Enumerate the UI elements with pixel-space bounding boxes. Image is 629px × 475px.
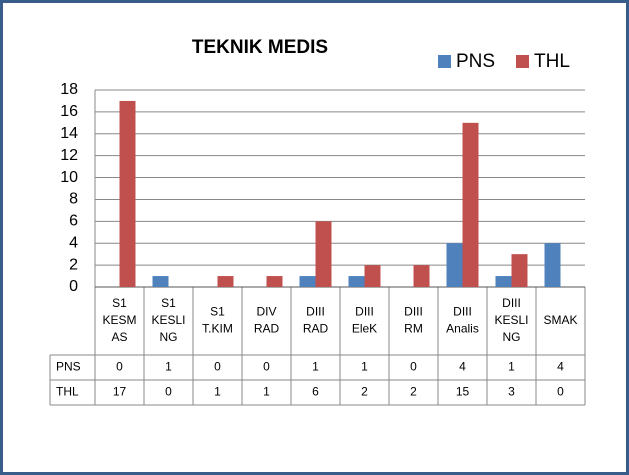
y-tick-label: 4 — [69, 234, 78, 251]
x-tick-label: KESLI — [494, 313, 528, 327]
x-tick-label: RAD — [303, 322, 329, 336]
bar — [413, 265, 430, 287]
bar — [544, 243, 561, 287]
table-cell: 0 — [410, 360, 417, 374]
table-cell: 0 — [263, 360, 270, 374]
bar — [217, 276, 234, 287]
x-tick-label: DIII — [404, 305, 423, 319]
bar — [364, 265, 381, 287]
x-tick-label: KESLI — [151, 313, 185, 327]
x-tick-label: SMAK — [543, 313, 577, 327]
table-cell: 2 — [410, 385, 417, 399]
x-tick-label: NG — [160, 330, 178, 344]
bar — [266, 276, 283, 287]
legend-label: THL — [534, 51, 570, 72]
x-tick-label: DIII — [502, 296, 521, 310]
table-cell: 1 — [508, 360, 515, 374]
table-cell: 0 — [214, 360, 221, 374]
x-tick-label: RAD — [254, 322, 280, 336]
chart-title: TEKNIK MEDIS — [192, 37, 328, 58]
table-cell: 1 — [214, 385, 221, 399]
x-tick-label: Analis — [446, 322, 479, 336]
x-tick-label: DIII — [355, 305, 374, 319]
y-tick-label: 14 — [60, 125, 78, 142]
x-tick-label: EleK — [352, 322, 377, 336]
bar — [348, 276, 365, 287]
table-cell: 1 — [263, 385, 270, 399]
x-tick-label: RM — [404, 322, 423, 336]
table-cell: 4 — [459, 360, 466, 374]
table-cell: 0 — [165, 385, 172, 399]
table-cell: 15 — [456, 385, 470, 399]
bar — [299, 276, 316, 287]
x-tick-label: NG — [503, 330, 521, 344]
x-tick-label: KESM — [102, 313, 136, 327]
table-cell: 3 — [508, 385, 515, 399]
table-cell: 6 — [312, 385, 319, 399]
table-cell: 0 — [557, 385, 564, 399]
bar — [462, 122, 479, 287]
bar — [152, 276, 169, 287]
x-tick-label: S1 — [112, 296, 127, 310]
table-cell: 1 — [165, 360, 172, 374]
y-tick-label: 18 — [60, 81, 78, 98]
x-tick-label: DIV — [256, 305, 276, 319]
bar — [119, 100, 136, 287]
x-tick-label: AS — [111, 330, 127, 344]
table-cell: 1 — [312, 360, 319, 374]
legend-label: PNS — [456, 51, 495, 72]
bar — [315, 221, 332, 287]
bar — [511, 254, 528, 287]
legend-swatch — [438, 55, 451, 68]
bar — [446, 243, 463, 287]
table-row-header: THL — [56, 385, 79, 399]
table-row-header: PNS — [56, 360, 81, 374]
table-cell: 0 — [116, 360, 123, 374]
y-tick-label: 12 — [60, 147, 78, 164]
table-cell: 1 — [361, 360, 368, 374]
legend-swatch — [516, 55, 529, 68]
x-tick-label: T.KIM — [202, 322, 233, 336]
x-tick-label: S1 — [210, 305, 225, 319]
table-cell: 4 — [557, 360, 564, 374]
y-tick-label: 8 — [69, 191, 78, 208]
x-tick-label: DIII — [306, 305, 325, 319]
y-tick-label: 2 — [69, 256, 78, 273]
x-tick-label: S1 — [161, 296, 176, 310]
bar — [495, 276, 512, 287]
x-tick-label: DIII — [453, 305, 472, 319]
table-cell: 2 — [361, 385, 368, 399]
table-cell: 17 — [113, 385, 127, 399]
y-tick-label: 10 — [60, 169, 78, 186]
y-tick-label: 6 — [69, 213, 78, 230]
y-tick-label: 16 — [60, 103, 78, 120]
y-tick-label: 0 — [69, 278, 78, 295]
